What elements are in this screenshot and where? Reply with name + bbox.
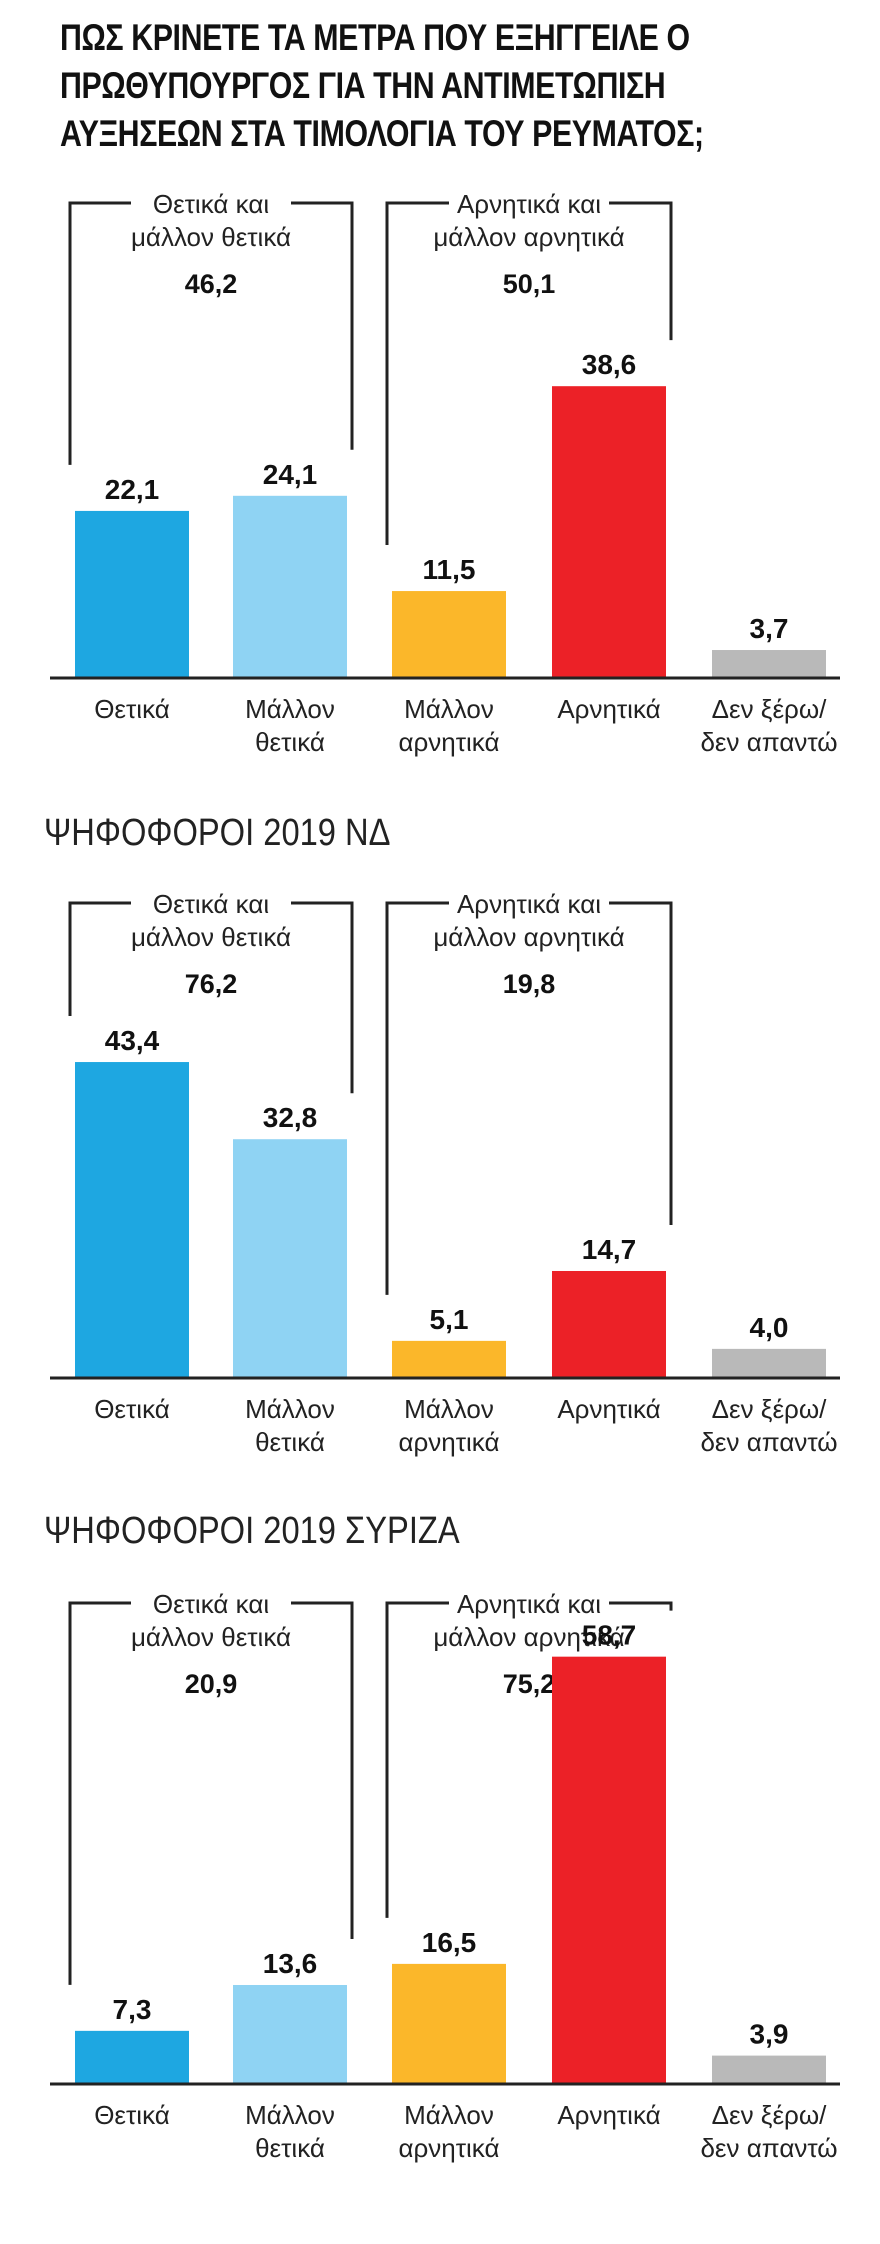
group-label: μάλλον θετικά: [131, 222, 291, 252]
category-label: Αρνητικά: [557, 2100, 660, 2130]
group-label: Θετικά και: [153, 189, 270, 219]
group-label: Θετικά και: [153, 1589, 270, 1619]
group-total-label: 46,2: [185, 269, 238, 299]
category-label: Μάλλον: [404, 694, 494, 724]
bar-value-label: 16,5: [422, 1927, 477, 1958]
bar-value-label: 13,6: [263, 1948, 318, 1979]
bar: [233, 1139, 347, 1378]
group-bracket: [385, 901, 673, 1295]
bar: [233, 1984, 347, 2084]
bar: [392, 1340, 506, 1378]
chart-title-syriza: ΨΗΦΟΦΟΡΟΙ 2019 ΣΥΡΙΖΑ: [44, 1510, 460, 1552]
group-label: μάλλον αρνητικά: [433, 1622, 624, 1652]
bar: [233, 495, 347, 678]
category-label: αρνητικά: [398, 727, 499, 757]
bar: [712, 2055, 826, 2084]
bar: [75, 510, 189, 678]
category-label: Δεν ξέρω/: [712, 2100, 828, 2130]
bar-value-label: 5,1: [430, 1304, 469, 1335]
bar-value-label: 14,7: [582, 1234, 637, 1265]
category-label: Δεν ξέρω/: [712, 1394, 828, 1424]
category-label: Μάλλον: [245, 1394, 335, 1424]
category-label: Θετικά: [94, 694, 170, 724]
bar-value-label: 32,8: [263, 1102, 318, 1133]
group-label: μάλλον αρνητικά: [433, 922, 624, 952]
bar-value-label: 24,1: [263, 459, 318, 490]
group-label: μάλλον θετικά: [131, 922, 291, 952]
group-label: μάλλον θετικά: [131, 1622, 291, 1652]
category-label: Αρνητικά: [557, 1394, 660, 1424]
group-bracket: [68, 1601, 354, 1985]
category-label: δεν απαντώ: [700, 1427, 837, 1457]
group-bracket: [68, 901, 354, 1094]
group-total-label: 20,9: [185, 1669, 238, 1699]
category-label: αρνητικά: [398, 2133, 499, 2163]
category-label: θετικά: [255, 1427, 325, 1457]
group-label: Αρνητικά και: [457, 189, 601, 219]
group-bracket: [68, 201, 354, 465]
category-label: Δεν ξέρω/: [712, 694, 828, 724]
category-label: δεν απαντώ: [700, 727, 837, 757]
group-bracket: [385, 201, 673, 546]
category-label: θετικά: [255, 2133, 325, 2163]
group-label: Αρνητικά και: [457, 1589, 601, 1619]
bar: [552, 1656, 666, 2084]
bar-value-label: 11,5: [423, 554, 476, 585]
bar: [552, 386, 666, 678]
bar-value-label: 4,0: [750, 1312, 789, 1343]
bar: [75, 1062, 189, 1378]
category-label: δεν απαντώ: [700, 2133, 837, 2163]
group-label: μάλλον αρνητικά: [433, 222, 624, 252]
group-label: Αρνητικά και: [457, 889, 601, 919]
bar: [75, 2030, 189, 2084]
bar-value-label: 22,1: [105, 474, 160, 505]
group-label: Θετικά και: [153, 889, 270, 919]
category-label: θετικά: [255, 727, 325, 757]
category-label: Μάλλον: [245, 2100, 335, 2130]
group-total-label: 50,1: [503, 269, 556, 299]
bar: [552, 1270, 666, 1378]
group-total-label: 75,2: [503, 1669, 556, 1699]
bar-value-label: 58,7: [582, 1620, 637, 1651]
category-label: Θετικά: [94, 1394, 170, 1424]
bar-value-label: 7,3: [113, 1994, 152, 2025]
group-bracket: [385, 1601, 673, 1918]
page-title: ΠΩΣ ΚΡΙΝΕΤΕ ΤΑ ΜΕΤΡΑ ΠΟΥ ΕΞΗΓΓΕΙΛΕ Ο ΠΡΩ…: [60, 17, 704, 154]
bar: [392, 591, 506, 678]
category-label: Αρνητικά: [557, 694, 660, 724]
group-total-label: 19,8: [503, 969, 556, 999]
bar: [392, 1963, 506, 2084]
bar-value-label: 43,4: [105, 1025, 160, 1056]
category-label: Μάλλον: [245, 694, 335, 724]
category-label: Μάλλον: [404, 2100, 494, 2130]
category-label: Θετικά: [94, 2100, 170, 2130]
chart-title-nd: ΨΗΦΟΦΟΡΟΙ 2019 ΝΔ: [44, 812, 391, 854]
category-label: αρνητικά: [398, 1427, 499, 1457]
bar-value-label: 3,7: [750, 613, 789, 644]
bar: [712, 650, 826, 678]
bar-value-label: 3,9: [750, 2019, 789, 2050]
category-label: Μάλλον: [404, 1394, 494, 1424]
group-total-label: 76,2: [185, 969, 238, 999]
bar: [712, 1348, 826, 1378]
bar-value-label: 38,6: [582, 349, 637, 380]
